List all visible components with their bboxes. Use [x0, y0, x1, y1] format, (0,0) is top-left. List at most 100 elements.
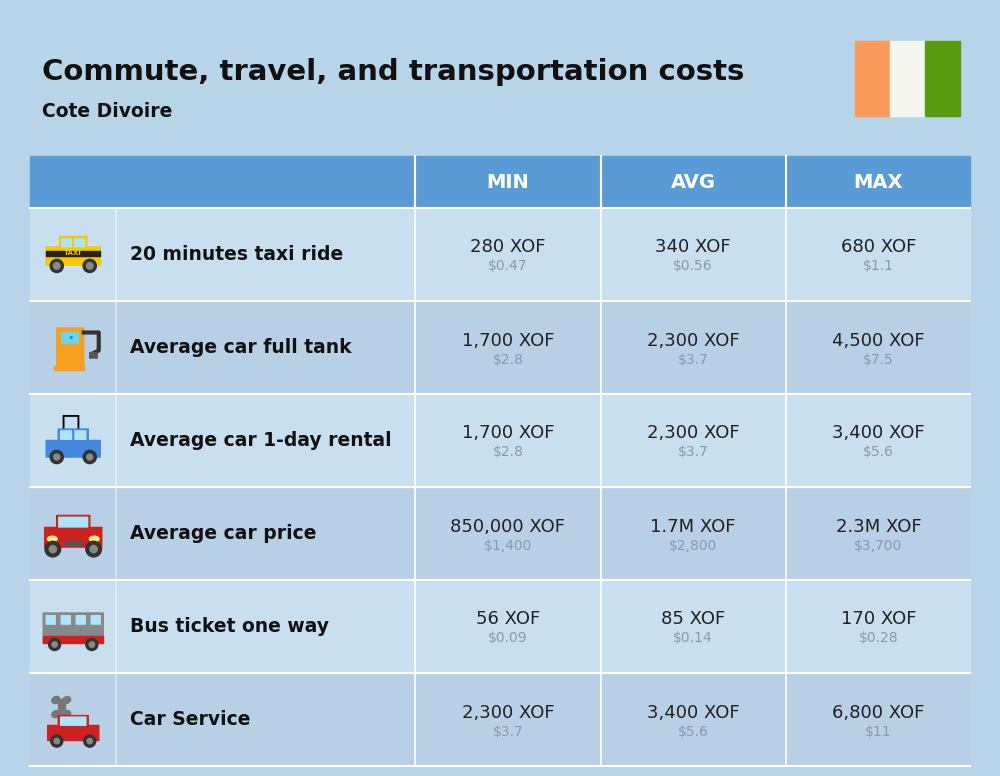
- Text: Car Service: Car Service: [130, 710, 251, 729]
- Text: 6,800 XOF: 6,800 XOF: [832, 704, 925, 722]
- Circle shape: [86, 639, 98, 650]
- Text: 170 XOF: 170 XOF: [841, 611, 916, 629]
- Text: $0.47: $0.47: [488, 259, 528, 273]
- Text: 1,700 XOF: 1,700 XOF: [462, 331, 554, 349]
- Circle shape: [86, 542, 101, 557]
- Text: •: •: [67, 333, 73, 343]
- Text: 2,300 XOF: 2,300 XOF: [647, 331, 739, 349]
- Text: 2,300 XOF: 2,300 XOF: [647, 424, 739, 442]
- Bar: [30, 580, 970, 673]
- Circle shape: [87, 454, 93, 460]
- Text: $11: $11: [865, 725, 892, 739]
- FancyBboxPatch shape: [46, 247, 100, 265]
- Text: AVG: AVG: [671, 172, 716, 192]
- Circle shape: [49, 546, 56, 553]
- Text: 1,700 XOF: 1,700 XOF: [462, 424, 554, 442]
- Bar: [30, 673, 970, 766]
- Bar: [30, 394, 970, 487]
- Text: 2.3M XOF: 2.3M XOF: [836, 518, 921, 535]
- Text: 280 XOF: 280 XOF: [470, 238, 546, 257]
- Ellipse shape: [89, 536, 99, 542]
- FancyBboxPatch shape: [58, 429, 88, 441]
- Bar: [890, 41, 925, 116]
- Bar: [30, 301, 970, 394]
- Text: 85 XOF: 85 XOF: [661, 611, 725, 629]
- Circle shape: [51, 735, 63, 747]
- Text: 3,400 XOF: 3,400 XOF: [832, 424, 925, 442]
- Text: $2.8: $2.8: [493, 352, 523, 366]
- Bar: [46, 251, 100, 256]
- Text: $5.6: $5.6: [863, 445, 894, 459]
- Circle shape: [50, 450, 63, 463]
- Text: Average car price: Average car price: [130, 524, 317, 543]
- Bar: [855, 41, 890, 116]
- Ellipse shape: [63, 711, 71, 718]
- Circle shape: [54, 454, 60, 460]
- FancyBboxPatch shape: [90, 352, 97, 358]
- Ellipse shape: [63, 696, 71, 704]
- Text: 20 minutes taxi ride: 20 minutes taxi ride: [130, 245, 344, 264]
- Text: 3,400 XOF: 3,400 XOF: [647, 704, 739, 722]
- Bar: [65, 542, 82, 545]
- FancyBboxPatch shape: [57, 515, 90, 528]
- Text: MIN: MIN: [487, 172, 529, 192]
- Circle shape: [49, 639, 61, 650]
- FancyBboxPatch shape: [62, 239, 71, 247]
- FancyBboxPatch shape: [75, 239, 84, 247]
- Circle shape: [54, 739, 59, 744]
- FancyBboxPatch shape: [48, 726, 99, 740]
- Text: $3.7: $3.7: [678, 445, 709, 459]
- FancyBboxPatch shape: [60, 237, 87, 248]
- Text: 🔑: 🔑: [60, 411, 80, 445]
- Text: 1.7M XOF: 1.7M XOF: [650, 518, 736, 535]
- Text: $3.7: $3.7: [493, 725, 523, 739]
- Text: MAX: MAX: [854, 172, 903, 192]
- Circle shape: [45, 542, 61, 557]
- Circle shape: [89, 642, 95, 647]
- Text: $3.7: $3.7: [678, 352, 709, 366]
- Text: $0.56: $0.56: [673, 259, 713, 273]
- FancyBboxPatch shape: [59, 518, 88, 527]
- Text: Average car 1-day rental: Average car 1-day rental: [130, 431, 392, 450]
- Ellipse shape: [47, 536, 57, 542]
- Circle shape: [84, 735, 96, 747]
- Text: $2,800: $2,800: [669, 539, 717, 553]
- Bar: [54, 366, 84, 370]
- Text: $0.14: $0.14: [673, 632, 713, 646]
- Text: $5.6: $5.6: [678, 725, 709, 739]
- FancyBboxPatch shape: [43, 613, 103, 643]
- Text: 850,000 XOF: 850,000 XOF: [450, 518, 565, 535]
- Circle shape: [53, 262, 60, 269]
- Text: 56 XOF: 56 XOF: [476, 611, 540, 629]
- Text: $1.1: $1.1: [863, 259, 894, 273]
- Ellipse shape: [52, 696, 60, 704]
- FancyBboxPatch shape: [57, 328, 84, 369]
- FancyBboxPatch shape: [46, 441, 100, 457]
- FancyBboxPatch shape: [91, 615, 100, 624]
- Text: TAXI: TAXI: [64, 251, 82, 256]
- Text: Average car full tank: Average car full tank: [130, 338, 352, 357]
- Text: $0.09: $0.09: [488, 632, 528, 646]
- FancyBboxPatch shape: [46, 615, 55, 624]
- Bar: [925, 41, 960, 116]
- Bar: [58, 698, 65, 713]
- FancyBboxPatch shape: [58, 715, 88, 726]
- Circle shape: [83, 259, 96, 272]
- FancyBboxPatch shape: [61, 431, 71, 439]
- Bar: [30, 487, 970, 580]
- Text: $3,700: $3,700: [854, 539, 902, 553]
- Text: $0.28: $0.28: [859, 632, 898, 646]
- Text: $1,400: $1,400: [484, 539, 532, 553]
- Text: 340 XOF: 340 XOF: [655, 238, 731, 257]
- Text: Cote Divoire: Cote Divoire: [42, 102, 172, 121]
- Circle shape: [83, 450, 96, 463]
- Ellipse shape: [52, 711, 60, 718]
- Text: 680 XOF: 680 XOF: [841, 238, 916, 257]
- Bar: [43, 636, 103, 643]
- Text: $7.5: $7.5: [863, 352, 894, 366]
- Text: Bus ticket one way: Bus ticket one way: [130, 617, 329, 636]
- Circle shape: [87, 739, 92, 744]
- Bar: [30, 156, 970, 208]
- Text: 2,300 XOF: 2,300 XOF: [462, 704, 554, 722]
- Text: Commute, travel, and transportation costs: Commute, travel, and transportation cost…: [42, 58, 744, 86]
